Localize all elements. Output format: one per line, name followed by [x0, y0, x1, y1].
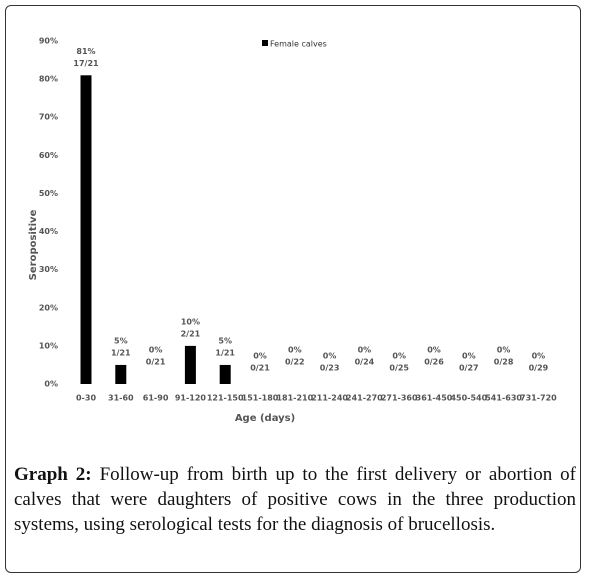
- value-label: 10%: [181, 317, 200, 326]
- x-tick-label: 121-150: [207, 394, 244, 403]
- y-tick-label: 80%: [39, 75, 58, 84]
- value-label: 81%: [76, 47, 95, 56]
- x-tick-label: 151-180: [242, 394, 279, 403]
- value-label: 0%: [358, 346, 372, 355]
- count-label: 2/21: [181, 329, 201, 338]
- x-tick-label: 211-240: [311, 394, 348, 403]
- count-label: 0/26: [424, 358, 444, 367]
- y-tick-label: 40%: [39, 227, 58, 236]
- count-label: 0/24: [355, 358, 375, 367]
- count-label: 0/23: [320, 364, 340, 373]
- x-axis-title: Age (days): [235, 413, 295, 424]
- value-label: 0%: [532, 352, 546, 361]
- bar: [115, 364, 127, 384]
- bar: [219, 364, 231, 384]
- caption-label: Graph 2:: [14, 464, 92, 485]
- chart: Female calves Seropositive Age (days) 0%…: [28, 37, 557, 425]
- value-label: 0%: [462, 352, 476, 361]
- y-tick-label: 90%: [39, 37, 58, 46]
- x-tick-label: 731-720: [520, 394, 557, 403]
- value-label: 0%: [323, 352, 337, 361]
- legend-label: Female calves: [270, 40, 327, 49]
- y-tick-label: 10%: [39, 341, 58, 350]
- value-label: 0%: [427, 346, 441, 355]
- y-tick-label: 60%: [39, 151, 58, 160]
- bar: [80, 75, 92, 385]
- count-label: 17/21: [73, 59, 99, 68]
- count-label: 1/21: [215, 348, 235, 357]
- x-tick-label: 450-540: [450, 394, 487, 403]
- count-label: 1/21: [111, 348, 131, 357]
- x-tick-label: 91-120: [175, 394, 207, 403]
- y-tick-label: 0%: [44, 380, 58, 389]
- x-tick-label: 31-60: [108, 394, 134, 403]
- value-label: 0%: [149, 346, 163, 355]
- value-label: 5%: [114, 336, 128, 345]
- legend-swatch: [262, 40, 268, 46]
- x-tick-label: 61-90: [143, 394, 169, 403]
- y-axis-title: Seropositive: [28, 209, 39, 280]
- bar: [184, 345, 196, 384]
- count-label: 0/21: [146, 358, 166, 367]
- value-label: 0%: [392, 352, 406, 361]
- x-tick-label: 541-630: [485, 394, 522, 403]
- x-tick-label: 241-270: [346, 394, 383, 403]
- value-label: 0%: [497, 346, 511, 355]
- caption: Graph 2: Follow-up from birth up to the …: [14, 462, 576, 537]
- value-label: 0%: [253, 352, 267, 361]
- x-tick-label: 181-210: [276, 394, 313, 403]
- y-tick-label: 30%: [39, 265, 58, 274]
- y-tick-label: 50%: [39, 189, 58, 198]
- caption-text: Follow-up from birth up to the first del…: [14, 464, 576, 535]
- x-tick-label: 361-450: [416, 394, 453, 403]
- count-label: 0/29: [529, 364, 549, 373]
- y-tick-label: 20%: [39, 303, 58, 312]
- count-label: 0/25: [389, 364, 409, 373]
- value-label: 0%: [288, 346, 302, 355]
- count-label: 0/28: [494, 358, 514, 367]
- x-tick-label: 0-30: [76, 394, 96, 403]
- count-label: 0/27: [459, 364, 479, 373]
- value-label: 5%: [218, 336, 232, 345]
- y-tick-label: 70%: [39, 113, 58, 122]
- x-tick-label: 271-360: [381, 394, 418, 403]
- count-label: 0/21: [250, 364, 270, 373]
- count-label: 0/22: [285, 358, 305, 367]
- frame: [5, 5, 581, 573]
